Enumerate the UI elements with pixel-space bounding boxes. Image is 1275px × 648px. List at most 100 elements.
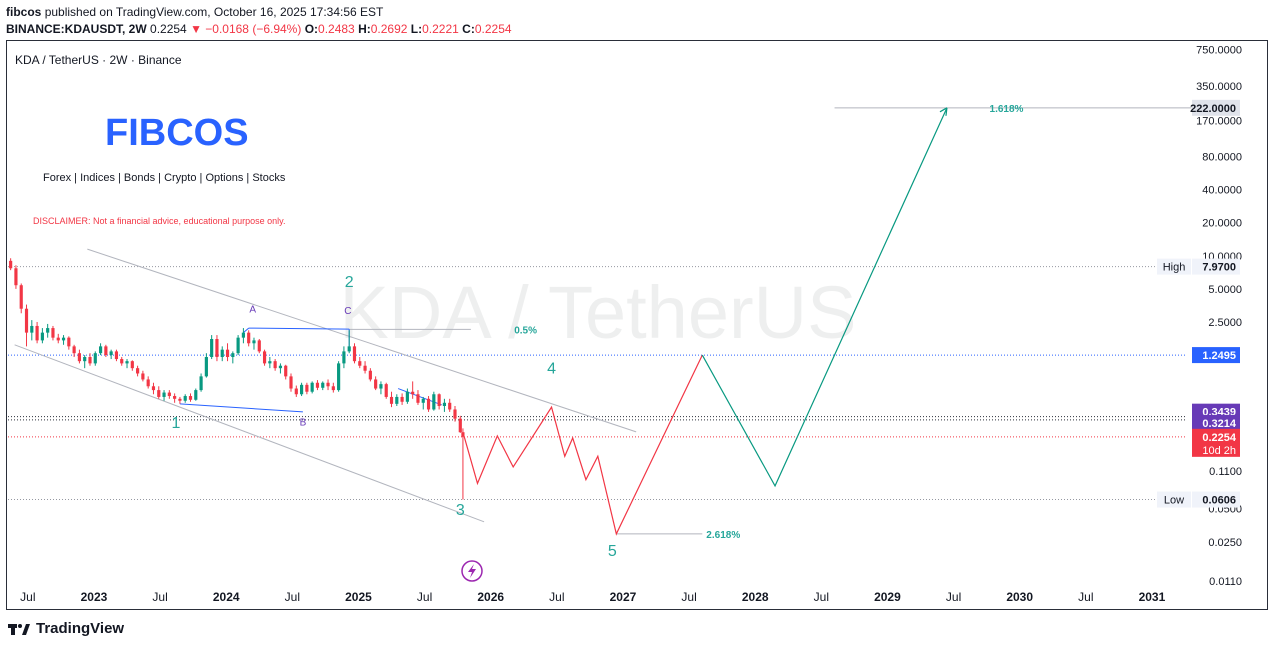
candle-body-13 — [77, 353, 82, 362]
candle-body-62 — [337, 363, 341, 391]
abc-line-1[interactable] — [248, 327, 350, 330]
candle-body-54 — [294, 388, 298, 395]
publish-date: published on TradingView.com, October 16… — [44, 5, 384, 19]
candle-body-3 — [24, 308, 29, 333]
x-tick-label: 2027 — [610, 590, 637, 604]
x-tick-label: 2026 — [477, 590, 504, 604]
fib-label-2: 1.618% — [990, 104, 1024, 115]
candle-body-48 — [262, 351, 267, 364]
candle-body-77 — [416, 394, 420, 403]
x-tick-label: Jul — [20, 590, 35, 604]
price-label-bg-1 — [1192, 258, 1240, 275]
candle-body-36 — [199, 376, 203, 391]
candle-body-82 — [442, 402, 447, 407]
price-tag-low: Low — [1164, 495, 1184, 507]
publisher-name[interactable]: fibcos — [6, 5, 42, 19]
fib-label-1: 2.618% — [706, 530, 740, 541]
candle-body-71 — [384, 384, 388, 397]
x-tick-label: 2029 — [874, 590, 901, 604]
candle-body-18 — [104, 346, 108, 356]
price-label-bg-6 — [1192, 491, 1240, 508]
brand-tagline: Forex | Indices | Bonds | Crypto | Optio… — [43, 172, 286, 184]
y-tick-label: 2.5000 — [1208, 317, 1242, 329]
abc-line-3[interactable] — [243, 327, 250, 334]
wave-label-5: 5 — [608, 543, 617, 560]
candle-body-14 — [83, 357, 87, 362]
price-label-2: 1.2495 — [1202, 350, 1236, 362]
replay-icon[interactable] — [461, 560, 483, 582]
wave-label-2: 2 — [345, 274, 354, 291]
candle-body-38 — [210, 339, 214, 358]
x-tick-label: 2031 — [1139, 590, 1166, 604]
symbol-name[interactable]: BINANCE:KDAUSDT, 2W — [6, 22, 147, 36]
candle-body-34 — [188, 396, 193, 400]
y-tick-label: 0.1100 — [1209, 466, 1242, 478]
candle-body-81 — [437, 394, 441, 407]
candle-body-51 — [278, 365, 283, 369]
price-label-4: 0.3214 — [1202, 418, 1237, 430]
price-label-bg-5 — [1192, 428, 1240, 457]
candle-body-80 — [432, 394, 436, 410]
candle-body-15 — [88, 357, 92, 364]
close-value: 0.2254 — [474, 22, 512, 36]
footer-logo[interactable]: TradingView — [8, 620, 124, 637]
candle-body-28 — [157, 390, 161, 397]
candle-body-20 — [114, 351, 119, 360]
candle-body-85 — [458, 418, 462, 433]
candle-body-86 — [461, 432, 465, 437]
abc-label-C: C — [344, 306, 351, 317]
open-label: O: — [304, 22, 319, 36]
brand-name: FIBCOS — [105, 112, 249, 154]
y-tick-label: 20.0000 — [1202, 218, 1242, 230]
price-label-6: 0.0606 — [1202, 495, 1236, 507]
candle-body-63 — [342, 351, 346, 364]
x-tick-label: 2030 — [1006, 590, 1033, 604]
projection-red-path[interactable] — [463, 354, 703, 536]
chart-frame — [6, 40, 1268, 610]
chart-title: KDA / TetherUS · 2W · Binance — [15, 53, 182, 67]
candle-body-7 — [46, 328, 50, 333]
abc-line-0[interactable] — [179, 403, 303, 413]
candle-body-35 — [194, 390, 198, 400]
candle-body-69 — [374, 379, 378, 389]
price-tag-bg-1 — [1157, 258, 1191, 275]
candle-body-66 — [358, 361, 362, 366]
candle-body-53 — [289, 376, 293, 389]
candle-body-65 — [352, 346, 357, 362]
x-tick-label: Jul — [152, 590, 167, 604]
candle-body-70 — [379, 384, 383, 389]
candle-body-1 — [14, 268, 18, 286]
projection-green-path[interactable] — [701, 107, 948, 488]
candle-body-30 — [167, 392, 171, 397]
x-tick-label: Jul — [814, 590, 829, 604]
candle-body-31 — [173, 396, 177, 399]
y-tick-label: 40.0000 — [1202, 185, 1242, 197]
price-label-5: 0.2254 — [1202, 432, 1237, 444]
projection-arrowhead — [939, 107, 948, 116]
channel-line-0[interactable] — [14, 344, 485, 523]
tradingview-logo-icon — [8, 623, 30, 635]
channel-line-1[interactable] — [87, 248, 637, 433]
candle-body-23 — [130, 361, 134, 369]
candle-body-37 — [204, 357, 208, 377]
candle-body-6 — [40, 332, 44, 341]
last-price: 0.2254 — [150, 22, 187, 36]
low-label: L: — [410, 22, 423, 36]
y-tick-label: 0.0250 — [1208, 537, 1242, 549]
candle-body-11 — [67, 337, 71, 347]
candle-body-39 — [215, 339, 219, 358]
candle-body-59 — [321, 382, 325, 388]
candle-body-32 — [178, 398, 182, 401]
candle-body-83 — [448, 402, 452, 410]
candle-body-41 — [225, 349, 230, 358]
x-tick-label: Jul — [549, 590, 564, 604]
candle-body-61 — [331, 386, 335, 391]
x-tick-label: 2023 — [81, 590, 108, 604]
x-tick-label: 2024 — [213, 590, 240, 604]
candle-body-2 — [19, 285, 23, 309]
candle-body-33 — [183, 396, 187, 401]
close-label: C: — [462, 22, 475, 36]
candle-body-60 — [326, 382, 330, 387]
price-label-bg-0 — [1192, 99, 1240, 116]
